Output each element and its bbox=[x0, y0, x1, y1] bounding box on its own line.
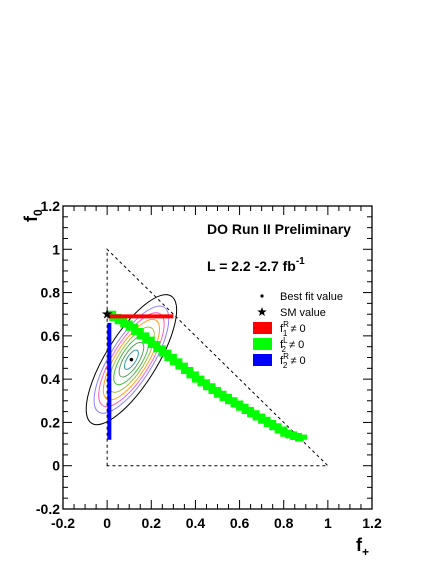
y-tick-label: 0 bbox=[52, 458, 60, 474]
legend-entry-label: fL 2 ≠ 0 bbox=[280, 336, 304, 354]
physical-region-triangle bbox=[106, 248, 330, 467]
y-axis-title-main: f bbox=[21, 215, 41, 222]
y-tick-label: 0.2 bbox=[41, 414, 61, 430]
marker-layer bbox=[101, 308, 134, 362]
likelihood-contour-7 bbox=[93, 305, 170, 414]
likelihood-contour-5 bbox=[102, 318, 160, 401]
luminosity-exponent: -1 bbox=[296, 256, 305, 267]
x-axis-title: f+ bbox=[356, 535, 369, 559]
experiment-annotation: DO Run II Preliminary bbox=[207, 221, 351, 237]
luminosity-prefix: L = 2.2 -2.7 fb bbox=[207, 258, 296, 274]
x-tick-label: -0.2 bbox=[51, 515, 75, 531]
best-fit-marker bbox=[129, 357, 134, 362]
legend-color-box bbox=[253, 322, 272, 334]
x-tick-label: 0.4 bbox=[186, 515, 206, 531]
x-tick-label: 1.2 bbox=[362, 515, 382, 531]
x-tick-label: 0.2 bbox=[142, 515, 162, 531]
y-tick-label: 1.2 bbox=[41, 198, 61, 214]
y-tick-label: 0.4 bbox=[41, 371, 61, 387]
luminosity-annotation: L = 2.2 -2.7 fb-1 bbox=[207, 256, 305, 274]
y-tick-label: -0.2 bbox=[36, 501, 60, 517]
legend-best-fit-marker bbox=[260, 294, 264, 298]
likelihood-contour-6 bbox=[98, 312, 165, 408]
x-tick-label: 0.6 bbox=[230, 515, 250, 531]
x-axis-title-sub: + bbox=[362, 545, 369, 559]
legend-entry-label: Best fit value bbox=[280, 291, 343, 303]
x-tick-label: 1 bbox=[324, 515, 332, 531]
y-axis-title-sub: 0 bbox=[31, 209, 45, 216]
legend-entry-label: SM value bbox=[280, 307, 326, 319]
y-tick-label: 0.6 bbox=[41, 328, 61, 344]
legend-color-box bbox=[253, 338, 272, 350]
legend-sm-marker bbox=[257, 307, 267, 317]
x-tick-label: 0.8 bbox=[274, 515, 294, 531]
f2L-constraint-curve bbox=[107, 310, 308, 442]
likelihood-contour-1 bbox=[123, 349, 139, 370]
likelihood-contour-2 bbox=[118, 341, 145, 378]
sm-value-marker bbox=[101, 308, 113, 319]
constraint-curves-layer bbox=[107, 310, 308, 442]
y-tick-label: 1 bbox=[52, 241, 60, 257]
legend-entry-label: fR 1 ≠ 0 bbox=[280, 320, 306, 338]
axis-tick-labels: -0.2 0 0.2 0.4 0.6 0.8 1 1.2 -0.2 0 0.2 0.4 0.6 0.8 1 1… bbox=[36, 198, 382, 531]
x-axis-title-main: f bbox=[356, 535, 363, 555]
y-axis-title: f0 bbox=[21, 209, 45, 222]
likelihood-contour-4 bbox=[108, 326, 155, 393]
physical-region-layer bbox=[106, 248, 330, 467]
axis-ticks bbox=[62, 205, 373, 510]
legend-color-box bbox=[253, 354, 272, 366]
legend-entry-label: fR 2 ≠ 0 bbox=[280, 352, 306, 370]
y-tick-label: 0.8 bbox=[41, 285, 61, 301]
x-tick-label: 0 bbox=[103, 515, 111, 531]
